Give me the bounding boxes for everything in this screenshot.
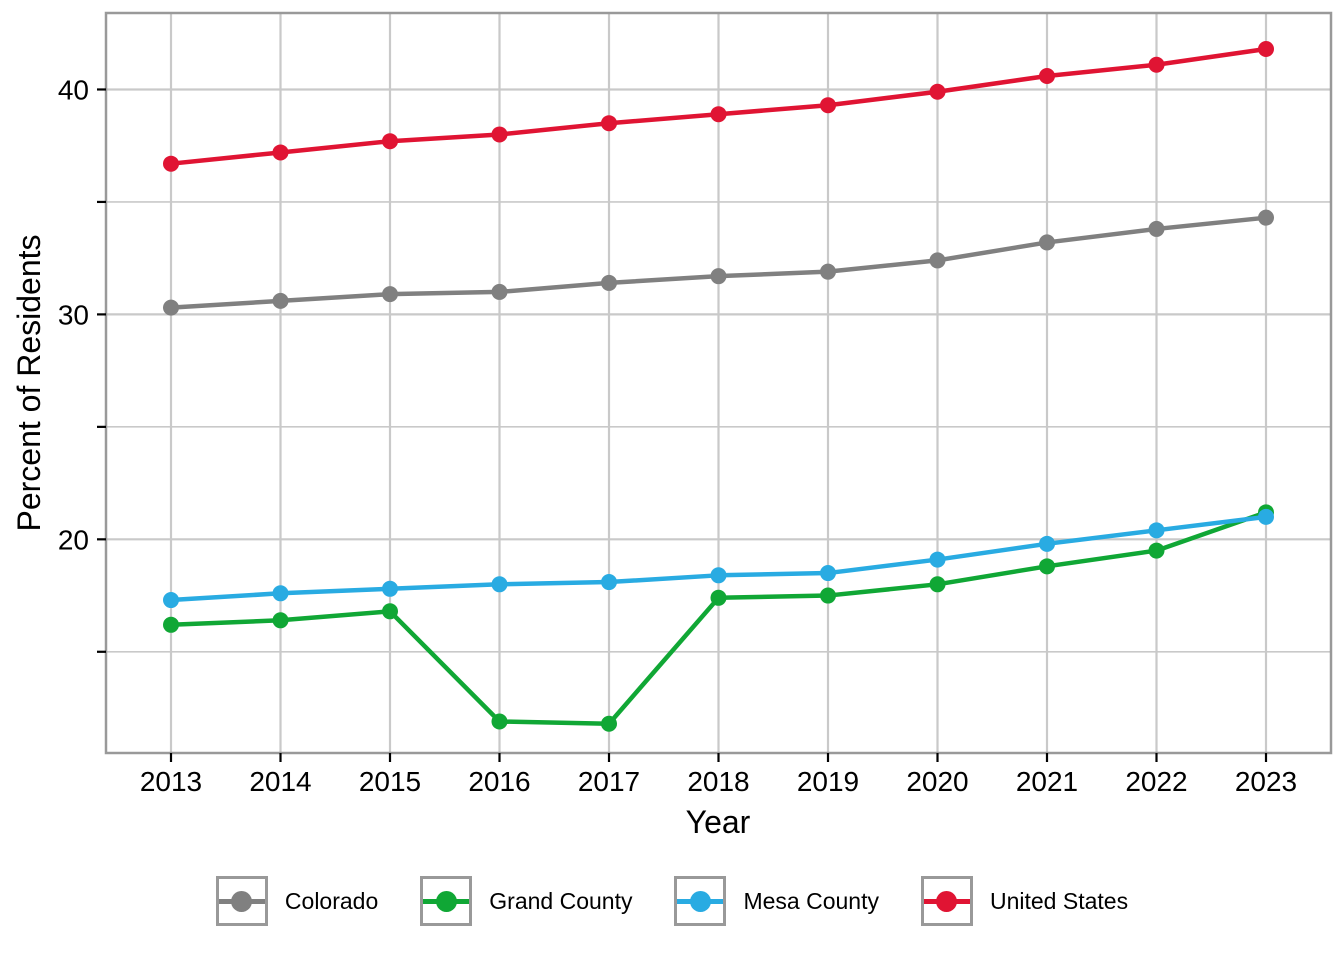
- y-tick-label: 30: [58, 299, 89, 330]
- y-tick-label: 40: [58, 74, 89, 105]
- series-point-united-states: [710, 106, 727, 123]
- series-point-colorado: [820, 263, 836, 280]
- series-point-mesa-county: [1258, 508, 1274, 525]
- legend: Colorado Grand County Mesa County United St…: [0, 876, 1344, 926]
- series-point-mesa-county: [1148, 522, 1165, 539]
- series-point-united-states: [1258, 40, 1274, 57]
- series-point-mesa-county: [163, 592, 179, 609]
- series-point-colorado: [163, 299, 179, 316]
- series-point-colorado: [929, 252, 946, 269]
- x-tick-label: 2014: [249, 766, 311, 797]
- legend-item-united-states: United States: [920, 876, 1129, 926]
- series-point-mesa-county: [382, 580, 398, 597]
- series-point-united-states: [601, 115, 617, 132]
- series-layer: [163, 40, 1274, 732]
- legend-key-dot: [435, 890, 457, 912]
- series-point-mesa-county: [272, 585, 289, 602]
- series-point-colorado: [382, 286, 398, 303]
- x-tick-label: 2016: [468, 766, 530, 797]
- x-tick-label: 2018: [687, 766, 749, 797]
- series-point-grand-county: [710, 589, 727, 606]
- series-point-grand-county: [272, 612, 289, 629]
- series-point-grand-county: [1039, 558, 1055, 575]
- series-point-grand-county: [929, 576, 946, 593]
- legend-label-colorado: Colorado: [284, 887, 379, 914]
- series-point-mesa-county: [710, 567, 727, 584]
- legend-key-mesa-county: [674, 876, 727, 926]
- series-point-grand-county: [382, 603, 398, 620]
- series-point-united-states: [163, 155, 179, 172]
- x-tick-label: 2021: [1016, 766, 1078, 797]
- x-tick-label: 2020: [906, 766, 968, 797]
- legend-key-dot: [689, 890, 711, 912]
- series-point-colorado: [272, 292, 289, 309]
- series-point-colorado: [710, 268, 727, 285]
- series-point-mesa-county: [1039, 535, 1055, 552]
- series-point-colorado: [601, 274, 617, 291]
- tick-label-layer: 20 30 40 2013 2014 2015 2016 2017 2018 2019 2020 20…: [58, 74, 1297, 797]
- x-tick-label: 2017: [578, 766, 640, 797]
- series-point-colorado: [1039, 234, 1055, 251]
- x-axis-title: Year: [686, 804, 751, 840]
- series-point-grand-county: [163, 616, 179, 633]
- series-point-united-states: [491, 126, 508, 143]
- series-point-united-states: [382, 133, 398, 150]
- y-axis-title: Percent of Residents: [11, 234, 47, 531]
- series-point-colorado: [491, 283, 508, 300]
- x-tick-label: 2023: [1235, 766, 1297, 797]
- x-tick-label: 2015: [359, 766, 421, 797]
- legend-label-united-states: United States: [989, 887, 1129, 914]
- grid-layer: [106, 13, 1331, 753]
- y-tick-label: 20: [58, 524, 89, 555]
- series-point-united-states: [929, 83, 946, 100]
- series-point-grand-county: [820, 587, 836, 604]
- series-point-mesa-county: [601, 574, 617, 591]
- legend-label-mesa-county: Mesa County: [743, 887, 879, 914]
- series-point-united-states: [1148, 56, 1165, 73]
- series-point-mesa-county: [491, 576, 508, 593]
- series-point-grand-county: [1148, 542, 1165, 559]
- x-tick-label: 2019: [797, 766, 859, 797]
- legend-key-colorado: [215, 876, 268, 926]
- series-point-mesa-county: [820, 565, 836, 582]
- legend-key-united-states: [920, 876, 973, 926]
- legend-key-dot: [936, 890, 958, 912]
- legend-item-colorado: Colorado: [215, 876, 379, 926]
- series-point-mesa-county: [929, 551, 946, 568]
- series-point-united-states: [820, 97, 836, 114]
- x-tick-label: 2022: [1125, 766, 1187, 797]
- series-point-colorado: [1148, 220, 1165, 237]
- series-point-united-states: [1039, 67, 1055, 84]
- legend-key-dot: [231, 890, 253, 912]
- x-tick-label: 2013: [140, 766, 202, 797]
- legend-item-grand-county: Grand County: [420, 876, 632, 926]
- series-point-colorado: [1258, 209, 1274, 226]
- legend-label-grand-county: Grand County: [489, 887, 633, 914]
- legend-item-mesa-county: Mesa County: [674, 876, 879, 926]
- series-point-grand-county: [601, 715, 617, 732]
- tick-layer: [97, 88, 1268, 762]
- series-point-grand-county: [491, 713, 508, 730]
- series-point-united-states: [272, 144, 289, 161]
- legend-key-grand-county: [420, 876, 473, 926]
